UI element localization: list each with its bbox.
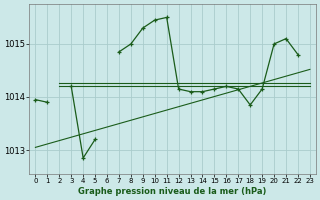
- X-axis label: Graphe pression niveau de la mer (hPa): Graphe pression niveau de la mer (hPa): [78, 187, 267, 196]
